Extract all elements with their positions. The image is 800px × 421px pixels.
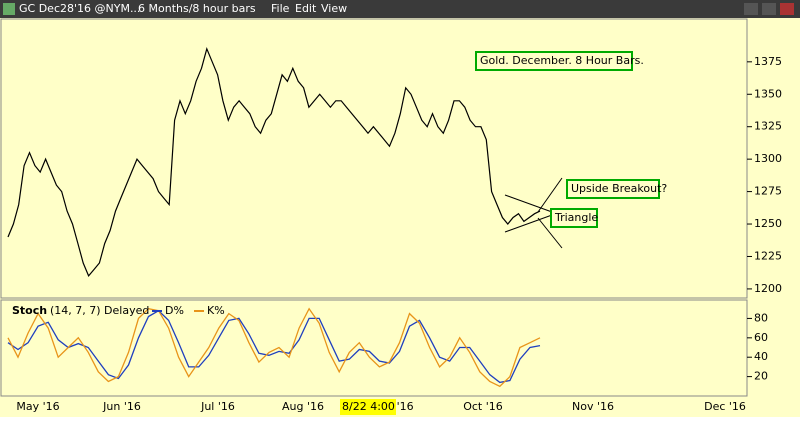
y-tick-label: 80 — [754, 311, 768, 324]
price-line — [7, 46, 541, 278]
stoch-line — [7, 309, 541, 384]
menu-file[interactable]: File — [271, 2, 290, 15]
menu-view[interactable]: View — [321, 2, 347, 15]
price-panel — [0, 18, 748, 299]
y-tick-label: 40 — [754, 350, 768, 363]
crosshair-label-bg — [340, 399, 396, 415]
y-tick-label: 20 — [754, 370, 768, 383]
annotation: Upside Breakout? — [571, 182, 667, 195]
y-tick-label: 1225 — [754, 249, 782, 262]
y-tick-label: 1275 — [754, 185, 782, 198]
x-tick-label: Aug '16 — [282, 400, 324, 413]
y-tick-label: 1325 — [754, 120, 782, 133]
annotation: Triangle — [554, 211, 598, 224]
stoch-title: Stoch — [12, 304, 47, 317]
stoch-line — [7, 307, 541, 388]
x-tick-label: Jun '16 — [102, 400, 141, 413]
minimize-button[interactable] — [744, 3, 758, 15]
x-tick-label: Nov '16 — [572, 400, 614, 413]
x-tick-label: May '16 — [16, 400, 59, 413]
y-tick-label: 1300 — [754, 152, 782, 165]
y-tick-label: 1200 — [754, 282, 782, 295]
y-tick-label: 60 — [754, 331, 768, 344]
x-tick-label: Dec '16 — [704, 400, 746, 413]
y-tick-label: 1375 — [754, 55, 782, 68]
app-icon — [3, 3, 15, 15]
annotation-box — [550, 208, 598, 228]
y-tick-label: 1250 — [754, 217, 782, 230]
x-tick-label: Jul '16 — [200, 400, 235, 413]
annotation-box — [475, 51, 633, 71]
crosshair-label: 8/22 4:00 — [342, 400, 395, 413]
close-button[interactable] — [780, 3, 794, 15]
stoch-subtitle: (14, 7, 7) Delayed — [50, 304, 149, 317]
symbol[interactable]: GC Dec28'16 @NYM... — [19, 2, 140, 15]
annotation: Gold. December. 8 Hour Bars. — [480, 54, 644, 67]
x-tick-label: Oct '16 — [463, 400, 503, 413]
legend-label: K% — [207, 304, 225, 317]
period[interactable]: 6 Months/8 hour bars — [138, 2, 256, 15]
annotation-box — [566, 179, 660, 199]
title-bar — [0, 0, 800, 18]
legend-label: D% — [165, 304, 184, 317]
stoch-panel — [0, 299, 748, 397]
maximize-button[interactable] — [762, 3, 776, 15]
window-controls — [744, 3, 794, 15]
triangle-drawing — [504, 177, 563, 249]
menu-edit[interactable]: Edit — [295, 2, 317, 15]
y-tick-label: 1350 — [754, 87, 782, 100]
